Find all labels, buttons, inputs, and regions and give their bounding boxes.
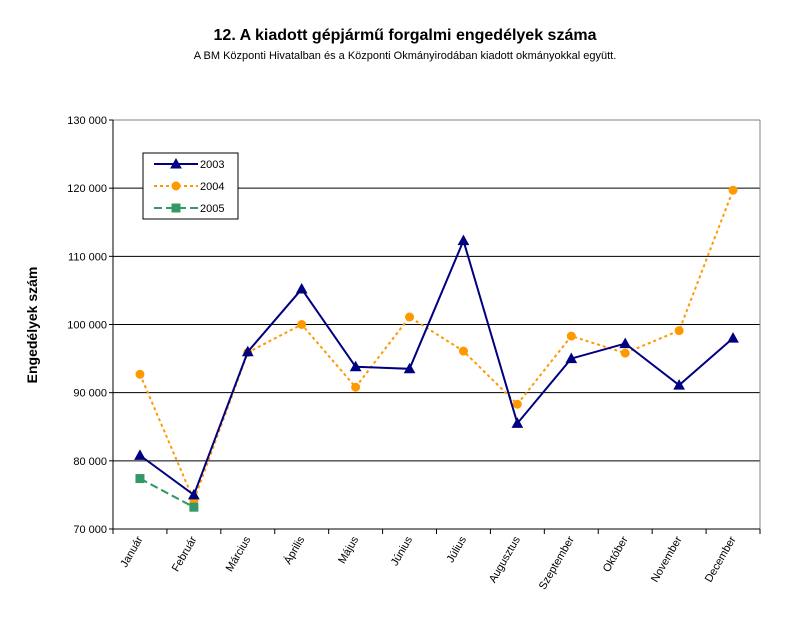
- series-2005-point: [189, 502, 199, 512]
- series-2004-point: [728, 185, 738, 195]
- series-2004-point: [620, 348, 630, 358]
- y-tick-label: 120 000: [67, 183, 107, 195]
- legend-marker-2004: [171, 181, 181, 191]
- series-2005-point: [135, 474, 145, 484]
- series-2004-point: [566, 331, 576, 341]
- series-2003-point: [295, 283, 308, 294]
- y-tick-label: 80 000: [73, 456, 107, 468]
- legend-marker-2005: [171, 203, 181, 213]
- series-2004-point: [135, 369, 145, 379]
- x-tick-label: December: [703, 534, 739, 584]
- legend-label-2004: 2004: [200, 181, 224, 193]
- y-axis-label: Engedélyek szám: [24, 267, 40, 384]
- series-2003-point: [619, 337, 632, 349]
- series-2003-point: [403, 362, 416, 374]
- y-tick-label: 90 000: [73, 388, 107, 400]
- series-2003-point: [349, 360, 362, 372]
- series-2003-point: [241, 345, 254, 357]
- x-tick-label: Június: [389, 534, 416, 568]
- x-tick-label: Május: [336, 534, 361, 566]
- y-tick-label: 100 000: [67, 320, 107, 332]
- series-2004-point: [674, 326, 684, 336]
- series-2003-point: [134, 449, 146, 460]
- series-2004-point: [297, 320, 307, 329]
- series-2005-line: [139, 477, 195, 509]
- series-2004-point: [405, 312, 415, 322]
- x-tick-label: Július: [445, 534, 470, 565]
- x-tick-label: Március: [224, 534, 254, 574]
- series-2004-point: [351, 382, 361, 392]
- legend-label-2005: 2005: [200, 203, 224, 215]
- series-2003-line: [139, 237, 734, 497]
- x-tick-label: Február: [170, 534, 200, 574]
- legend-label-2003: 2003: [200, 159, 224, 171]
- x-tick-label: Október: [601, 534, 631, 574]
- y-tick-label: 70 000: [73, 524, 107, 536]
- series-2003-point: [673, 379, 685, 390]
- series-2003-point: [727, 332, 739, 343]
- x-tick-label: Szeptember: [537, 534, 577, 592]
- x-tick-label: Január: [118, 534, 145, 569]
- x-tick-label: November: [649, 534, 685, 584]
- series-2003-point: [457, 234, 470, 246]
- series-2004-point: [458, 346, 468, 356]
- legend: 2003 2004 2005: [142, 152, 239, 220]
- chart-subtitle: A BM Központi Hivatalban és a Központi O…: [194, 50, 617, 62]
- legend-marker-2003: [170, 157, 182, 169]
- series-2004-line: [139, 189, 734, 504]
- series-2003-point: [188, 488, 200, 500]
- x-tick-label: Augusztus: [487, 534, 523, 585]
- y-tick-label: 130 000: [67, 115, 107, 127]
- x-tick-label: Április: [281, 534, 307, 567]
- chart-title: 12. A kiadott gépjármű forgalmi engedély…: [214, 27, 597, 44]
- series-2003-point: [565, 352, 578, 364]
- y-tick-label: 110 000: [68, 251, 107, 263]
- series-2004-point: [512, 399, 522, 409]
- series-2003-point: [511, 417, 524, 428]
